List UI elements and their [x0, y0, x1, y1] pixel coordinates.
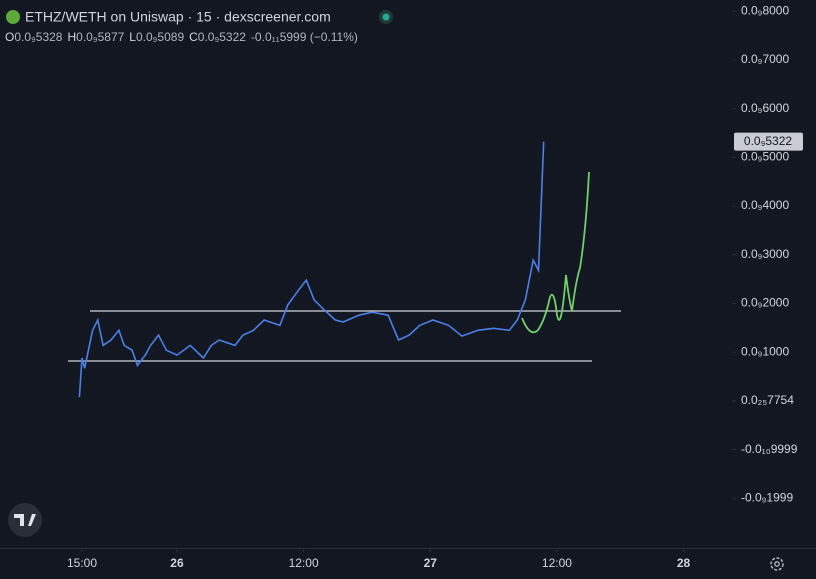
- ohlc-value: 0.0₉5328: [14, 30, 62, 44]
- price-label-bg: [734, 132, 803, 151]
- y-tick-label: 0.0₉2000: [741, 296, 789, 310]
- ohlc-value: 0.0₉5322: [198, 30, 246, 44]
- price-label: 0.0₉5322: [744, 134, 792, 148]
- logo-bg: [8, 503, 42, 537]
- y-tick-label: 0.0₉3000: [741, 247, 789, 261]
- logo-mark: [14, 514, 36, 526]
- price-line: [78, 141, 545, 398]
- y-tick-label: 0.0₉5000: [741, 150, 789, 164]
- x-tick-label: 27: [424, 556, 438, 570]
- chart-title: ETHZ/WETH on Uniswap · 15 · dexscreener.…: [25, 9, 331, 25]
- y-tick-label: 0.0₉1000: [741, 344, 789, 358]
- y-tick-label: -0.0₁₀9999: [741, 442, 798, 456]
- tradingview-logo: [8, 503, 42, 537]
- settings-icon[interactable]: [770, 557, 784, 571]
- price-axis: [732, 0, 816, 548]
- gear-outer[interactable]: [770, 557, 784, 571]
- ohlc-change: -0.0₁₁5999 (−0.11%): [251, 30, 358, 44]
- y-tick-label: 0.0₉4000: [741, 198, 789, 212]
- x-tick-label: 26: [170, 556, 184, 570]
- ohlc-legend: O0.0₉5328 H0.0₉5877 L0.0₉5089 C0.0₉5322 -0.0…: [5, 30, 358, 44]
- y-tick-label: 0.0₉7000: [741, 52, 789, 66]
- y-tick-label: 0.0₉6000: [741, 101, 789, 115]
- x-tick-label: 15:00: [67, 556, 97, 570]
- ohlc-key: L: [129, 30, 136, 44]
- gear-inner[interactable]: [774, 561, 780, 567]
- ohlc-key: C: [189, 30, 198, 44]
- projection-curve: [521, 171, 590, 334]
- status-dot: [382, 13, 390, 21]
- x-tick-label: 12:00: [542, 556, 572, 570]
- token-icon: [6, 10, 20, 24]
- ohlc-text: O0.0₉5328 H0.0₉5877 L0.0₉5089 C0.0₉5322 -0.0…: [5, 30, 358, 44]
- x-tick-label: 28: [677, 556, 691, 570]
- ohlc-value: 0.0₉5089: [136, 30, 184, 44]
- ohlc-key: H: [67, 30, 76, 44]
- y-tick-label: 0.0₉8000: [741, 3, 789, 17]
- y-tick-label: 0.0₂₅7754: [741, 393, 794, 407]
- ohlc-value: 0.0₉5877: [76, 30, 124, 44]
- y-tick-label: -0.0₉1999: [741, 490, 793, 504]
- ohlc-key: O: [5, 30, 14, 44]
- x-tick-label: 12:00: [289, 556, 319, 570]
